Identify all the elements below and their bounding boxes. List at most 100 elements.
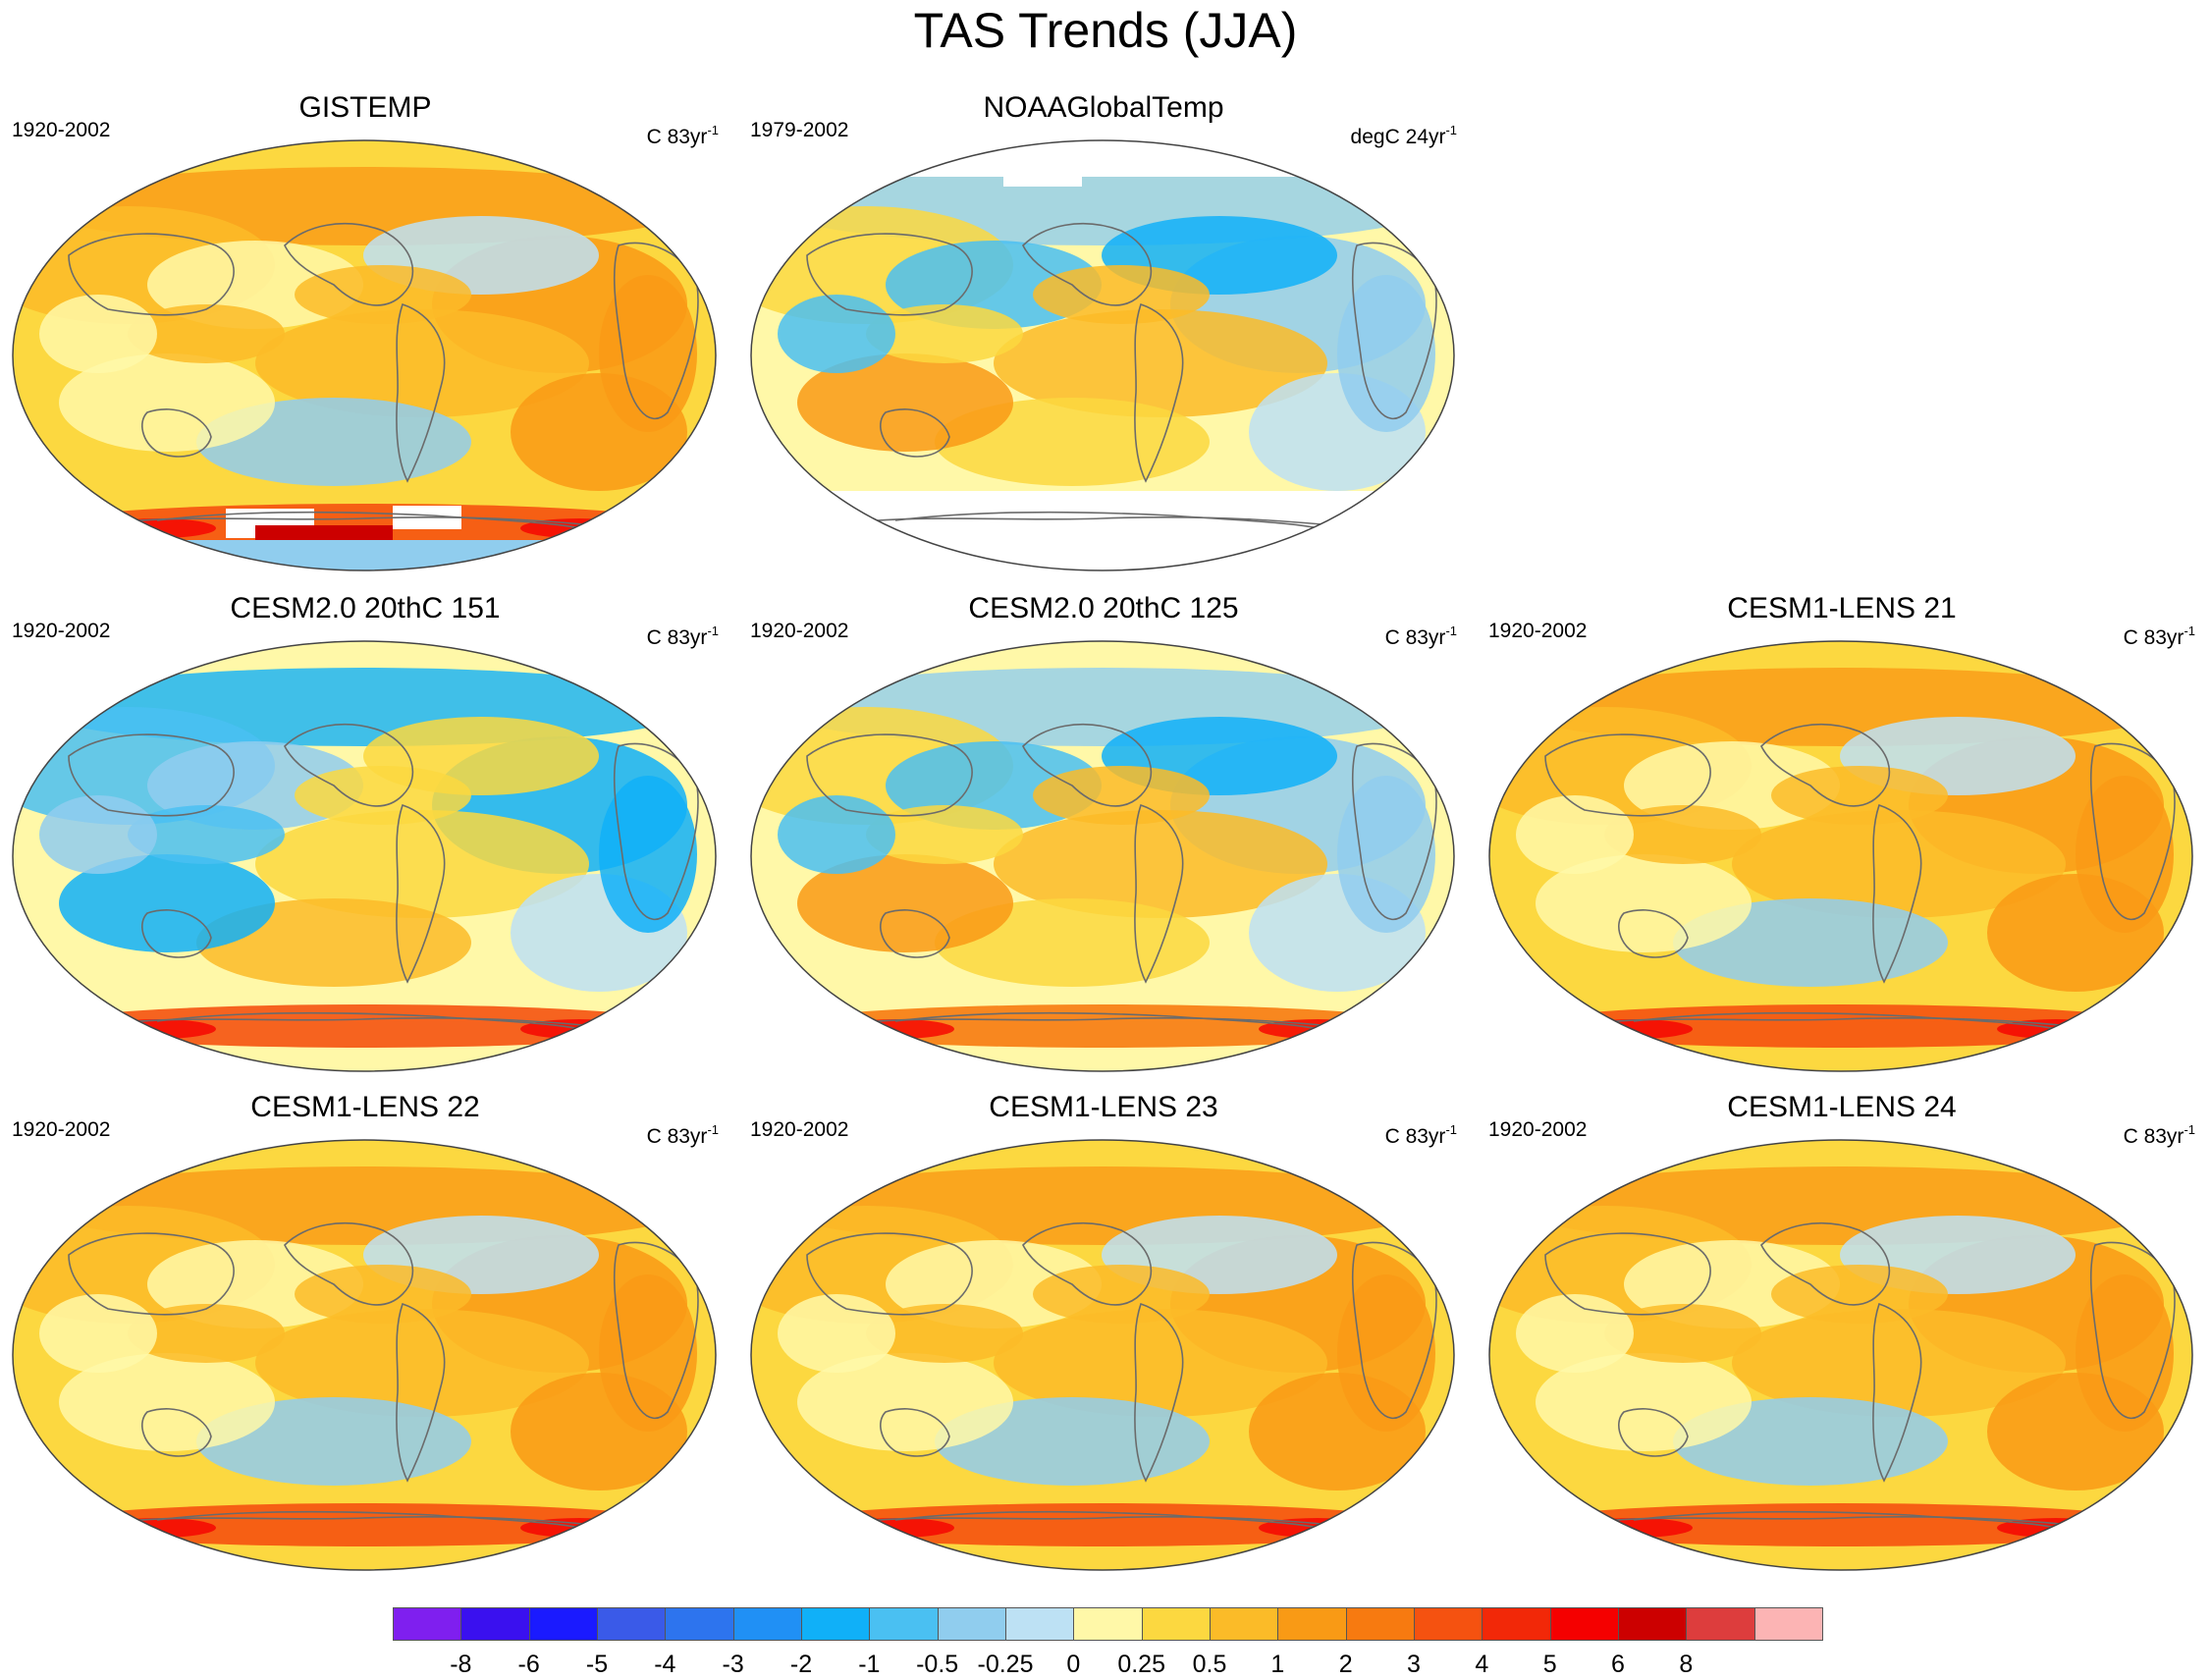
coastline: [806, 1016, 1397, 1034]
coastline: [156, 511, 590, 531]
colorbar-box: [869, 1607, 939, 1641]
colorbar-tick-label: 0.25: [1117, 1651, 1165, 1678]
colorbar-tick-label: -8: [450, 1651, 472, 1678]
colorbar-box: [597, 1607, 667, 1641]
colorbar-box: [393, 1607, 462, 1641]
colorbar-box: [528, 1607, 598, 1641]
trend-contour: [836, 1019, 954, 1039]
colorbar-box: [1686, 1607, 1755, 1641]
trend-contour: [994, 1309, 1327, 1417]
coastline: [68, 233, 235, 316]
colorbar-tick-label: -0.5: [916, 1651, 959, 1678]
coastline: [1633, 1011, 2067, 1032]
map-border: [12, 640, 717, 1072]
trend-contour: [295, 265, 471, 324]
coastline: [396, 803, 446, 984]
trend-contour: [1337, 275, 1435, 432]
colorbar-box: [801, 1607, 871, 1641]
colorbar-box: [1414, 1607, 1483, 1641]
coastline: [284, 223, 414, 306]
panel-title: CESM1-LENS 22: [250, 1091, 480, 1123]
coastline: [1544, 733, 1711, 817]
panel-title: CESM2.0 20thC 125: [968, 592, 1239, 624]
coastline: [396, 1302, 446, 1483]
trend-contour: [98, 1019, 216, 1039]
panel-period: 1920-2002: [750, 1118, 849, 1141]
world-map: [1488, 640, 2193, 1072]
map-border: [12, 1139, 717, 1571]
coastline: [1633, 1510, 2067, 1531]
coastline: [1544, 1016, 2135, 1034]
panel-units: C 83yr-1: [646, 123, 719, 148]
trend-contour: [797, 854, 1013, 952]
coastline: [68, 515, 659, 533]
trend-contour: [797, 353, 1013, 452]
trend-contour: [255, 810, 589, 918]
coastline: [1134, 803, 1184, 984]
colorbar-tick-label: -6: [517, 1651, 540, 1678]
trend-contour: [599, 776, 697, 933]
trend-contour: [59, 1353, 275, 1451]
colorbar-tick-label: -5: [585, 1651, 609, 1678]
colorbar-tick-label: -2: [789, 1651, 813, 1678]
map-border: [1488, 640, 2193, 1072]
map-border: [12, 139, 717, 571]
panel-title: CESM1-LENS 24: [1727, 1091, 1957, 1123]
trend-contour: [1516, 795, 1634, 874]
panel-title: NOAAGlobalTemp: [983, 91, 1224, 124]
trend-contour: [1732, 810, 2066, 918]
coastline: [156, 1011, 590, 1032]
coastline: [880, 909, 950, 958]
colorbar-box: [1277, 1607, 1347, 1641]
map-panel: CESM2.0 20thC 125 1920-2002 C 83yr-1: [740, 589, 1467, 1080]
map-border: [750, 1139, 1455, 1571]
coastline: [1872, 1302, 1922, 1483]
map-panel: CESM1-LENS 21 1920-2002 C 83yr-1: [1479, 589, 2205, 1080]
coastline: [68, 1016, 659, 1034]
panel-period: 1920-2002: [12, 1118, 111, 1141]
colorbar-tick-label: 6: [1611, 1651, 1625, 1678]
colorbar-box: [1753, 1607, 1823, 1641]
coastline: [1022, 1222, 1153, 1306]
trend-contour: [1604, 1304, 1761, 1363]
panel-units: C 83yr-1: [646, 1122, 719, 1148]
trend-contour: [1517, 1503, 2165, 1546]
trend-contour: [39, 295, 157, 373]
panel-units: degC 24yr-1: [1350, 123, 1457, 148]
map-panel: NOAAGlobalTemp 1979-2002 degC 24yr-1: [740, 88, 1467, 579]
coastline: [156, 1510, 590, 1531]
colorbar-tick-label: 3: [1407, 1651, 1421, 1678]
trend-contour: [778, 795, 895, 874]
colorbar-box: [1549, 1607, 1619, 1641]
panel-period: 1920-2002: [1488, 1118, 1588, 1141]
coastline: [141, 909, 212, 958]
trend-contour: [1575, 1019, 1693, 1039]
map-border: [750, 640, 1455, 1072]
world-map: [750, 1139, 1455, 1571]
trend-contour: [59, 854, 275, 952]
trend-contour: [599, 275, 697, 432]
colorbar-box: [1618, 1607, 1688, 1641]
world-map: [750, 139, 1455, 571]
trend-contour: [778, 295, 895, 373]
trend-contour: [39, 795, 157, 874]
trend-contour: [40, 1004, 688, 1048]
panel-period: 1979-2002: [750, 119, 849, 141]
colorbar-box: [1345, 1607, 1415, 1641]
coastline: [141, 408, 212, 458]
colorbar-tick-label: 1: [1270, 1651, 1285, 1678]
trend-contour: [255, 1309, 589, 1417]
trend-contour: [778, 1294, 895, 1373]
trend-contour: [1516, 1294, 1634, 1373]
trend-contour: [2076, 1274, 2174, 1432]
coastline: [284, 1222, 414, 1306]
coastline: [806, 1232, 973, 1316]
trend-contour: [866, 805, 1023, 864]
coastline: [1618, 1408, 1689, 1457]
coastline: [894, 511, 1328, 531]
panel-title: CESM2.0 20thC 151: [230, 592, 501, 624]
colorbar-tick-label: -3: [722, 1651, 744, 1678]
coastline: [1544, 1515, 2135, 1533]
colorbar-tick-label: 0.5: [1192, 1651, 1227, 1678]
colorbar-box: [732, 1607, 802, 1641]
